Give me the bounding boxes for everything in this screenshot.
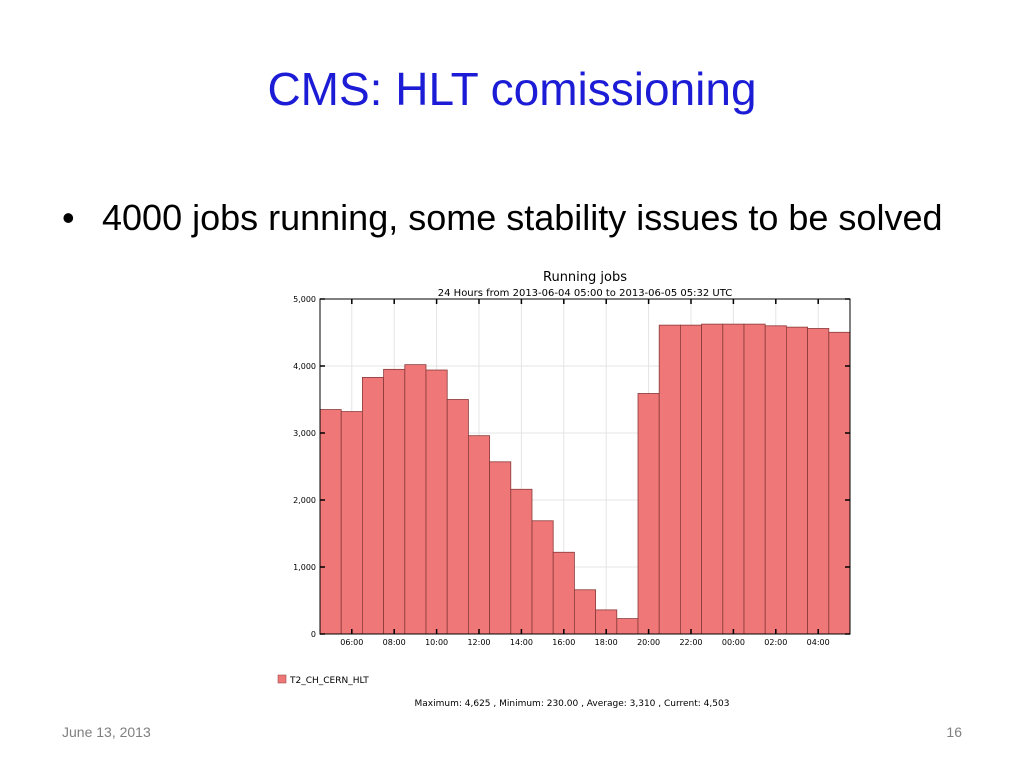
bar <box>362 376 385 635</box>
y-tick-label: 5,000 <box>293 295 316 304</box>
x-tick-label: 22:00 <box>679 638 702 647</box>
chart-title: Running jobs <box>543 270 627 285</box>
plot-frame <box>319 298 851 635</box>
legend-swatch <box>277 674 287 684</box>
chart-stats: Maximum: 4,625 , Minimum: 230.00 , Avera… <box>415 699 730 709</box>
bar <box>489 461 512 635</box>
bullet-text: 4000 jobs running, some stability issues… <box>102 197 943 238</box>
x-tick-label: 00:00 <box>722 638 745 647</box>
bar <box>679 324 702 635</box>
legend-label: T2_CH_CERN_HLT <box>289 676 369 686</box>
x-tick-label: 08:00 <box>383 638 406 647</box>
bullet-dot-icon: • <box>62 197 75 238</box>
bar <box>340 411 363 635</box>
y-tick-label: 4,000 <box>293 362 316 371</box>
running-jobs-chart: Running jobs 24 Hours from 2013-06-04 05… <box>277 270 851 709</box>
footer-date: June 13, 2013 <box>62 724 151 740</box>
bar <box>722 323 745 635</box>
x-tick-label: 12:00 <box>467 638 490 647</box>
bar <box>637 393 660 635</box>
x-tick-label: 10:00 <box>425 638 448 647</box>
bar <box>319 409 342 635</box>
bar <box>425 369 448 635</box>
bar <box>764 325 787 635</box>
bar <box>786 326 809 635</box>
x-tick-label: 02:00 <box>764 638 787 647</box>
bar <box>807 328 830 635</box>
bar <box>467 435 490 635</box>
x-tick-label: 20:00 <box>637 638 660 647</box>
bullet-point: • 4000 jobs running, some stability issu… <box>62 192 962 244</box>
y-tick-label: 2,000 <box>293 496 316 505</box>
x-tick-label: 14:00 <box>510 638 533 647</box>
x-tick-label: 06:00 <box>340 638 363 647</box>
bar <box>573 589 596 635</box>
x-tick-label: 04:00 <box>807 638 830 647</box>
bar <box>510 488 533 635</box>
y-tick-label: 3,000 <box>293 429 316 438</box>
bar <box>383 368 406 635</box>
bar <box>743 323 766 635</box>
y-tick-label: 0 <box>311 630 316 639</box>
bar <box>828 331 851 635</box>
x-tick-label: 16:00 <box>552 638 575 647</box>
bar <box>552 551 575 635</box>
bar <box>404 364 427 635</box>
bar <box>446 399 469 635</box>
bar <box>531 520 554 635</box>
bar <box>616 618 639 635</box>
bar <box>658 324 681 635</box>
slide-title: CMS: HLT comissioning <box>267 63 757 115</box>
x-tick-label: 18:00 <box>595 638 618 647</box>
y-tick-label: 1,000 <box>293 563 316 572</box>
page-number: 16 <box>946 724 962 740</box>
chart-subtitle: 24 Hours from 2013-06-04 05:00 to 2013-0… <box>438 288 732 299</box>
bar <box>701 323 724 635</box>
